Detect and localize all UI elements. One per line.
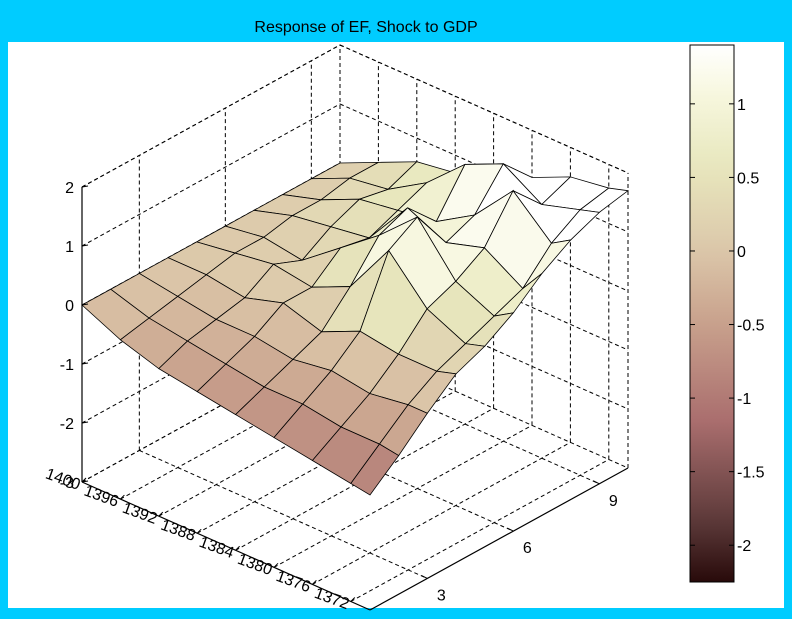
grid-line <box>273 424 533 568</box>
x-tick-mark <box>81 477 87 483</box>
x-tick-mark <box>350 597 356 602</box>
z-axis-ticks: 2 1 0 -1 -2 -3 <box>60 180 89 492</box>
grid-line <box>139 449 428 579</box>
z-tick-label: 2 <box>65 180 74 197</box>
z-tick-label: -1 <box>60 357 74 374</box>
colorbar-tick-label: 1 <box>737 97 746 114</box>
y-tick-mark <box>507 527 514 532</box>
z-tick-label: 1 <box>65 239 74 256</box>
y-tick-label: 3 <box>437 587 446 604</box>
x-tick-mark <box>120 494 125 500</box>
y-tick-mark <box>593 480 600 485</box>
x-tick-mark <box>312 580 317 585</box>
x-tick-mark <box>158 511 164 517</box>
grid-line <box>81 103 341 247</box>
x-tick-mark <box>273 562 279 568</box>
colorbar-tick-label: -1 <box>737 391 751 408</box>
colorbar: 1 0.5 0 -0.5 -1 -1.5 -2 <box>689 44 765 583</box>
grid-line <box>339 44 629 174</box>
z-tick-mark <box>81 362 89 365</box>
colorbar-tick-label: -2 <box>737 538 751 555</box>
z-tick-mark <box>81 421 89 424</box>
axes-frame <box>81 187 629 611</box>
z-tick-label: 0 <box>65 298 74 315</box>
surface-patch <box>350 443 400 496</box>
colorbar-ticks: 1 0.5 0 -0.5 -1 -1.5 -2 <box>690 97 765 555</box>
colorbar-tick-label: -1.5 <box>737 465 765 482</box>
colorbar-tick-label: 0 <box>737 244 746 261</box>
grid-line <box>81 44 341 188</box>
y-tick-label: 9 <box>609 493 618 510</box>
z-tick-mark <box>81 480 89 483</box>
chart-title: Response of EF, Shock to GDP <box>254 19 477 36</box>
x-tick-mark <box>235 545 240 551</box>
z-tick-mark <box>81 185 89 188</box>
surface-plot <box>81 161 630 496</box>
grid-line <box>312 441 571 585</box>
y-axis-line <box>369 467 629 611</box>
y-tick-mark <box>421 574 428 579</box>
z-tick-mark <box>81 244 89 247</box>
x-tick-mark <box>196 528 202 534</box>
z-tick-label: -3 <box>60 475 74 492</box>
z-tick-mark <box>81 303 89 306</box>
colorbar-tick-label: 0.5 <box>737 170 759 187</box>
y-tick-label: 6 <box>523 540 532 557</box>
grid-line <box>350 459 610 602</box>
colorbar-tick-label: -0.5 <box>737 318 765 335</box>
y-axis-ticks: 3 6 9 <box>421 480 618 604</box>
z-tick-label: -2 <box>60 416 74 433</box>
colorbar-gradient <box>689 44 735 583</box>
x-axis-line <box>81 481 371 611</box>
